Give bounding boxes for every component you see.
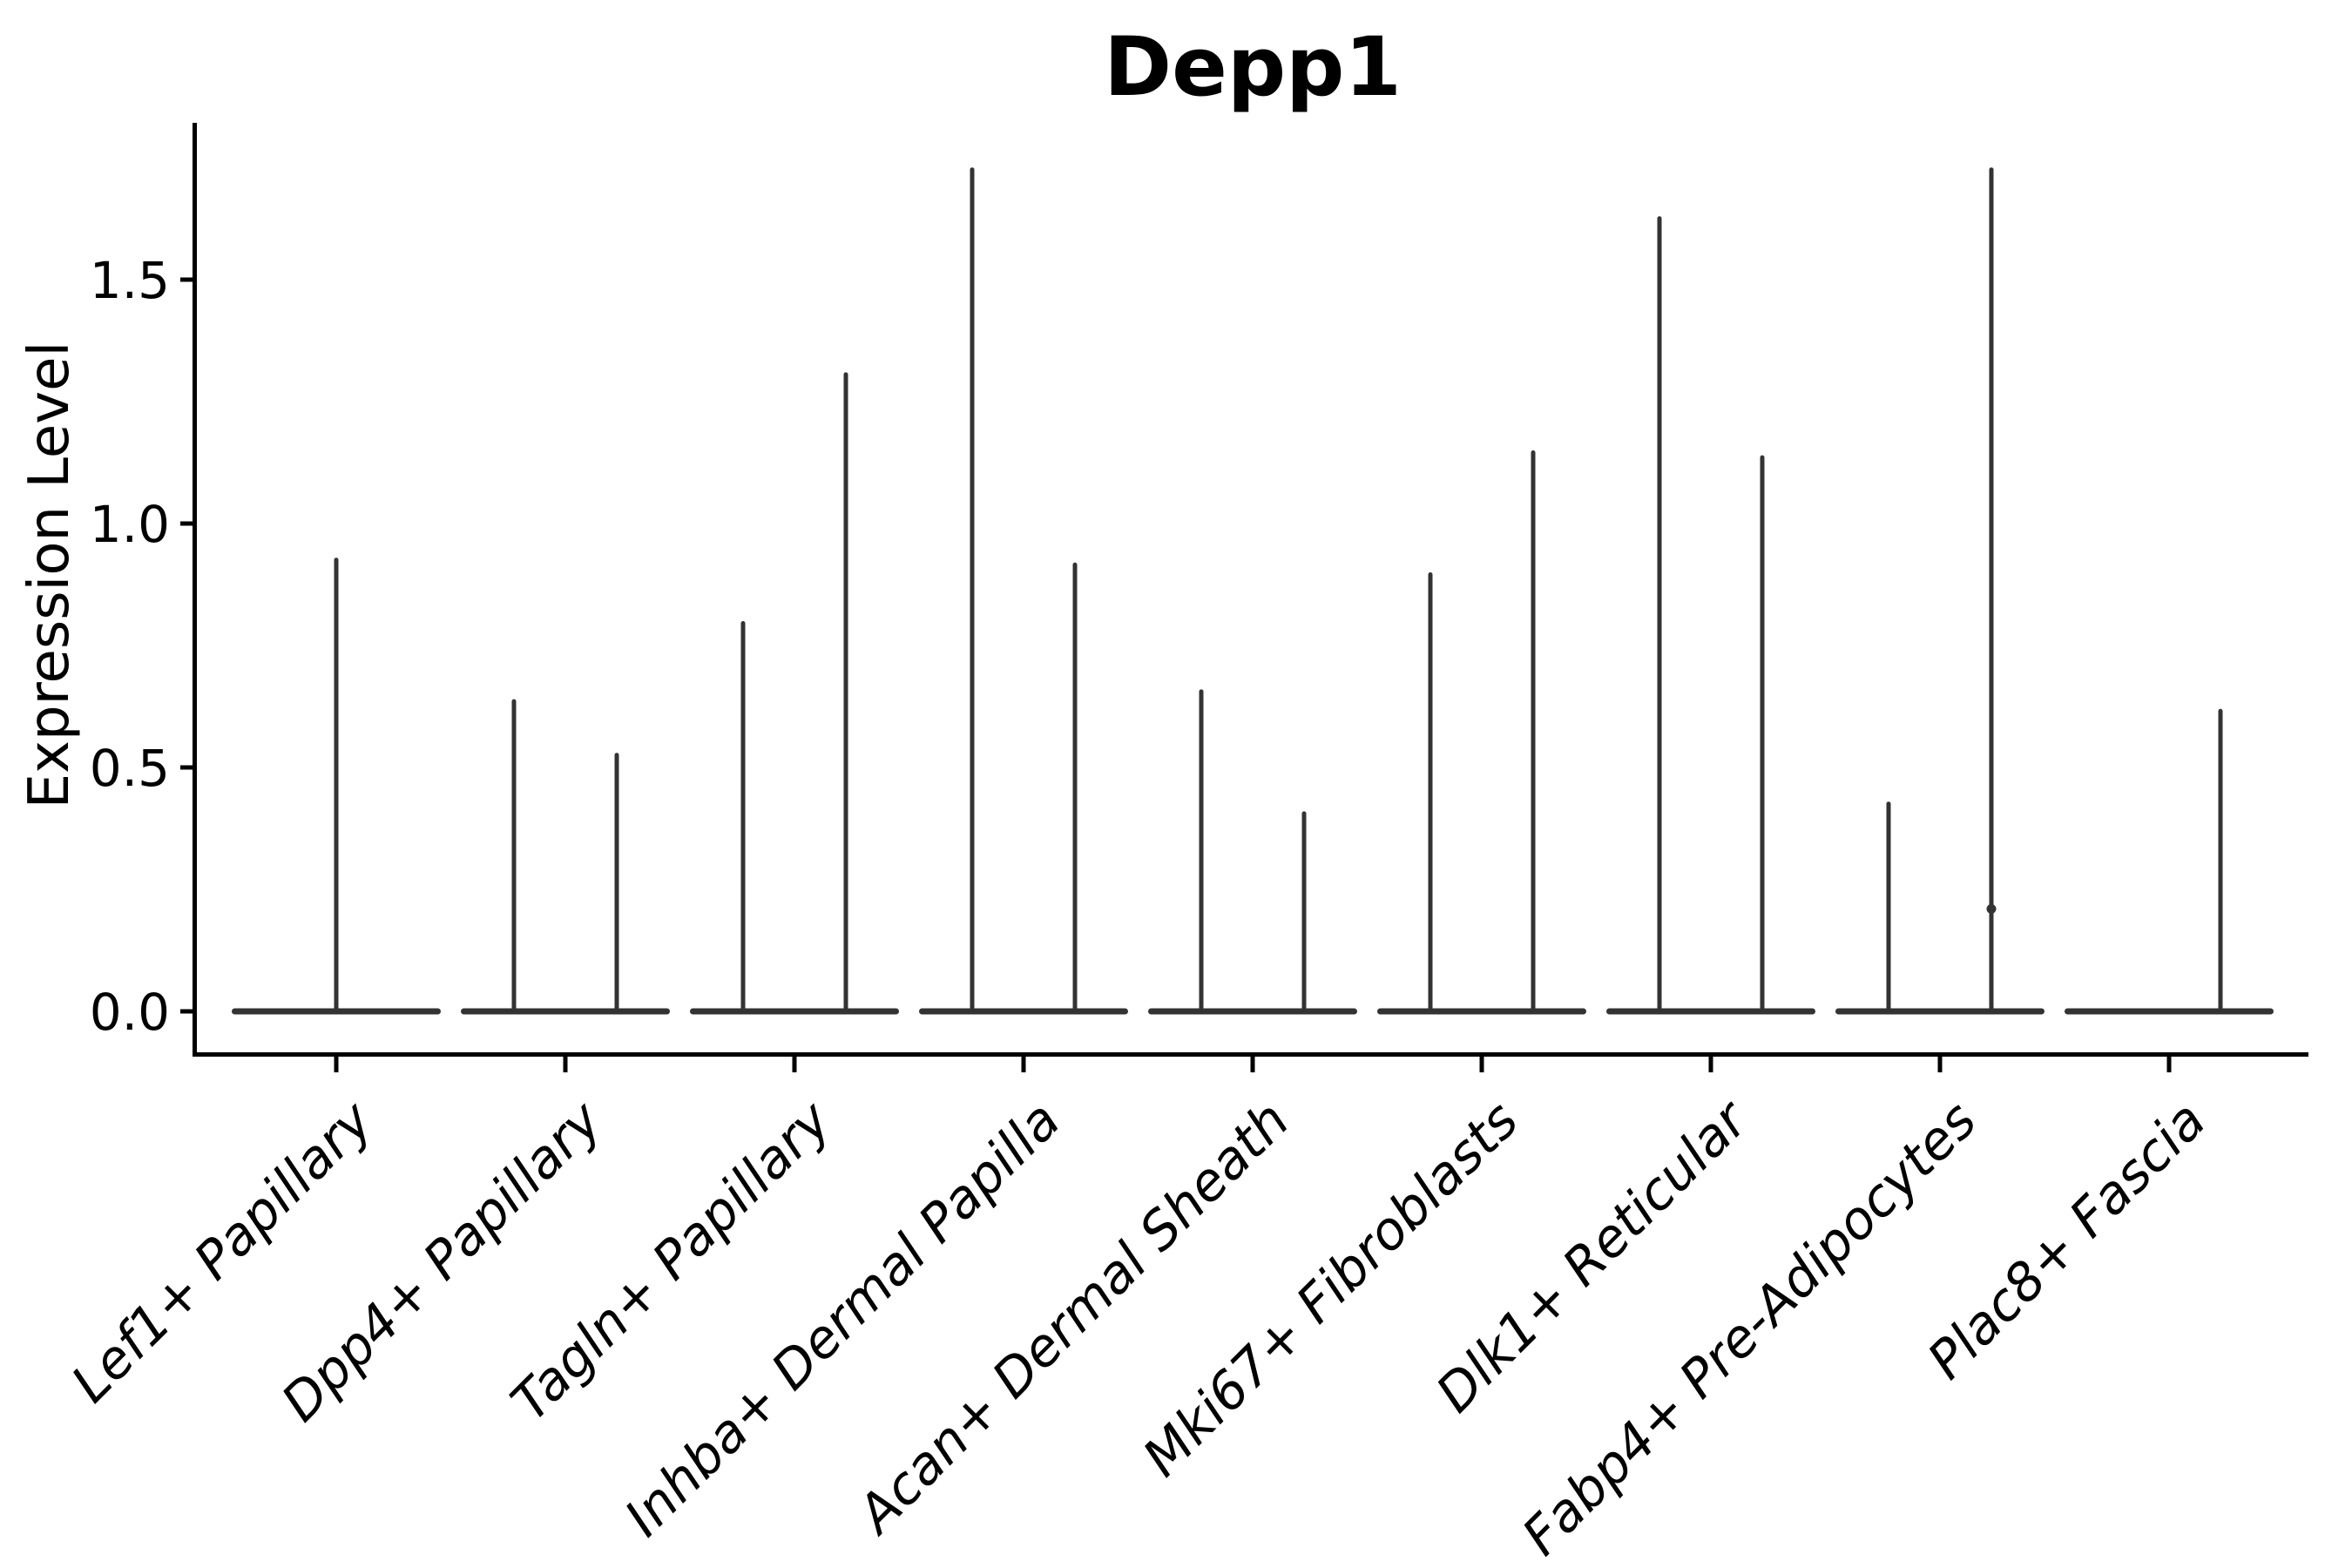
violin-spike [1301, 811, 1307, 1011]
x-tick [1021, 1052, 1026, 1072]
violin-spike [740, 621, 746, 1011]
violin-spike [1072, 562, 1078, 1011]
x-tick [2166, 1052, 2172, 1072]
violin-base [1377, 1008, 1586, 1015]
x-tick [1708, 1052, 1713, 1072]
y-axis-spine [193, 123, 197, 1057]
violin-spike [1428, 572, 1433, 1011]
violin-spike [1886, 801, 1891, 1011]
violin-base [1835, 1008, 2044, 1015]
y-tick [180, 521, 193, 526]
violin-spike [1760, 455, 1765, 1011]
y-tick-label: 1.5 [90, 251, 170, 310]
x-tick-label: Fabp4+ Pre-Adipocytes [1511, 1090, 1988, 1567]
expression-dot [1986, 903, 1997, 914]
x-tick-label: Acan+ Dermal Sheath [844, 1090, 1301, 1547]
x-tick-label: Mki67+ Fibroblasts [1132, 1090, 1531, 1489]
y-tick-label: 0.0 [90, 983, 170, 1042]
violin-spike [511, 699, 517, 1011]
x-tick [1250, 1052, 1255, 1072]
y-tick-label: 0.5 [90, 739, 170, 798]
violin-spike [334, 558, 339, 1011]
y-tick [180, 765, 193, 770]
violin-base [1606, 1008, 1815, 1015]
y-tick [180, 1009, 193, 1014]
violin-spike [2218, 708, 2223, 1011]
y-tick-label: 1.0 [90, 495, 170, 554]
violin-spike [1657, 216, 1662, 1011]
violin-base [690, 1008, 899, 1015]
y-tick [180, 277, 193, 282]
violin-spike [843, 372, 848, 1011]
violin-spike [1199, 689, 1204, 1011]
violin-base [919, 1008, 1128, 1015]
violin-spike [614, 753, 619, 1011]
x-tick [334, 1052, 339, 1072]
chart-title: Depp1 [1104, 20, 1402, 115]
violin-spike [1989, 167, 1994, 1011]
x-tick [792, 1052, 797, 1072]
x-tick [1479, 1052, 1484, 1072]
x-tick [1937, 1052, 1943, 1072]
violin-spike [1531, 450, 1536, 1011]
x-tick [563, 1052, 568, 1072]
x-tick-label: Inhba+ Dermal Papilla [613, 1090, 1071, 1548]
violin-base [461, 1008, 670, 1015]
violin-spike [970, 167, 975, 1011]
violin-base [1148, 1008, 1357, 1015]
violin-base [2065, 1008, 2274, 1015]
